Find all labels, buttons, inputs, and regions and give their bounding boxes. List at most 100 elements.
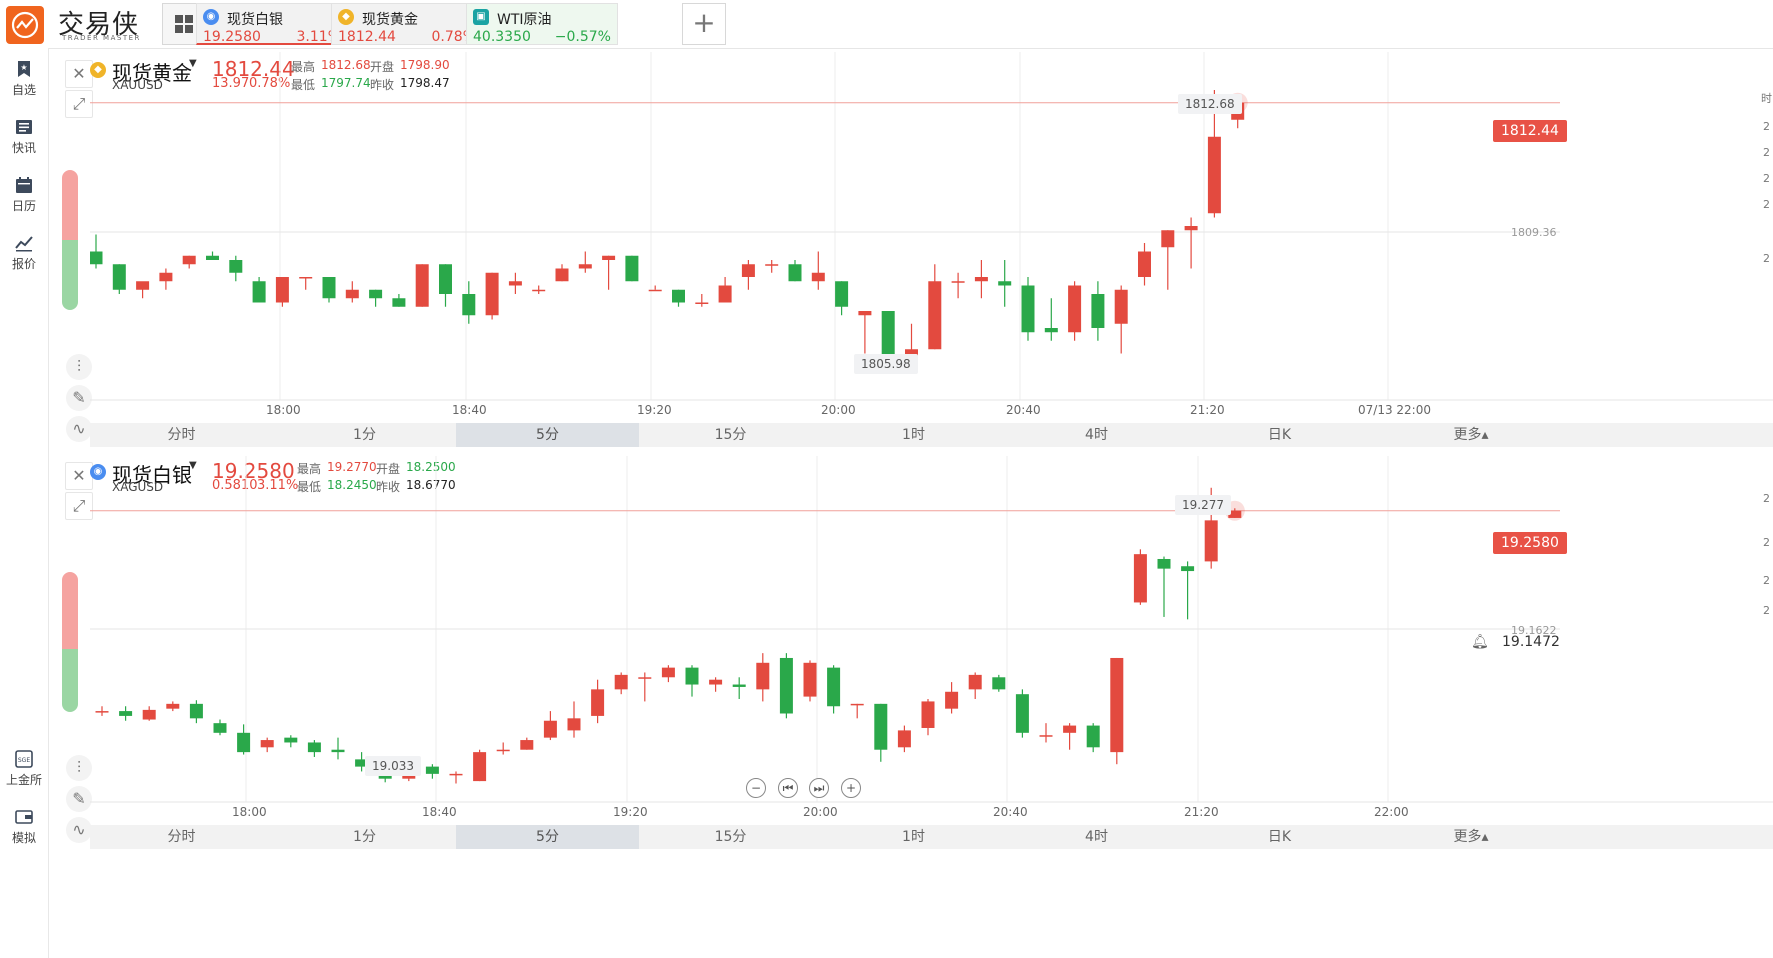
close-chart-button[interactable]: ✕ — [65, 462, 93, 490]
skip-back-icon: ⏮︎ — [782, 781, 794, 795]
nav-item-quotes[interactable]: 报价 — [0, 234, 48, 272]
nav-item-news[interactable]: 快讯 — [0, 118, 48, 156]
caret-down-icon[interactable]: ▼ — [189, 58, 197, 69]
candle — [90, 251, 103, 265]
candle — [811, 272, 825, 282]
tf-tick[interactable]: 分时 — [167, 427, 196, 443]
draw-tool-button[interactable]: ✎ — [66, 385, 92, 411]
tab-gold[interactable]: ◆ 现货黄金 1812.44 0.78% — [331, 3, 483, 45]
tf-4h[interactable]: 4时 — [1085, 427, 1108, 443]
candle — [718, 285, 732, 303]
tf-day[interactable]: 日K — [1267, 829, 1292, 845]
axis-ref-label: 1809.36 — [1511, 226, 1557, 239]
nav-item-sge[interactable]: SGE 上金所 — [0, 750, 48, 788]
gold-coin-icon: ◆ — [338, 9, 354, 25]
tf-5m[interactable]: 5分 — [456, 825, 639, 849]
candle — [827, 667, 841, 707]
candle — [614, 674, 628, 690]
symbol-name[interactable]: 现货黄金 — [112, 61, 192, 85]
buy-sell-ratio-bar — [62, 170, 78, 310]
quote-line-icon — [15, 236, 33, 252]
symbol-name[interactable]: 现货白银 — [112, 463, 192, 487]
open-value: 18.2500 — [406, 460, 456, 474]
chart-type-button[interactable]: ∿ — [66, 416, 92, 442]
candle — [1044, 328, 1058, 333]
pencil-icon: ✎ — [72, 789, 86, 808]
axis-ref-label: 19.1622 — [1511, 624, 1557, 637]
candle — [449, 773, 463, 776]
x-tick: 18:00 — [232, 805, 267, 819]
tf-tick[interactable]: 分时 — [167, 829, 196, 845]
tf-1h[interactable]: 1时 — [902, 829, 925, 845]
candle — [672, 289, 685, 303]
candle — [625, 255, 639, 282]
tab-silver[interactable]: ◉ 现货白银 19.2580 3.11% — [196, 3, 348, 45]
chart-type-button[interactable]: ∿ — [66, 817, 92, 843]
current-price-tag: 19.2580 — [1493, 532, 1567, 554]
candle — [142, 709, 156, 720]
nav-item-watchlist[interactable]: ★ 自选 — [0, 60, 48, 98]
scroll-start-button[interactable]: ⏮︎ — [778, 778, 798, 798]
tf-1m[interactable]: 1分 — [353, 427, 376, 443]
alarm-price[interactable]: 19.1472 — [1502, 634, 1560, 650]
nav-item-calendar[interactable]: 日历 — [0, 176, 48, 214]
nav-item-demo[interactable]: 模拟 — [0, 808, 48, 846]
candle — [732, 684, 746, 687]
candle — [508, 281, 522, 286]
change-abs: 13.97 — [212, 76, 250, 91]
candle — [415, 264, 429, 307]
draw-tool-button[interactable]: ✎ — [66, 786, 92, 812]
x-tick: 18:40 — [422, 805, 457, 819]
expand-icon: ⤢ — [72, 94, 86, 113]
candle — [1114, 289, 1128, 324]
tf-15m[interactable]: 15分 — [714, 829, 747, 845]
tf-1h[interactable]: 1时 — [902, 427, 925, 443]
tf-5m[interactable]: 5分 — [456, 423, 639, 447]
candle-indicator-icon: ⫶ — [76, 357, 81, 376]
expand-chart-button[interactable]: ⤢ — [65, 492, 93, 520]
candle — [355, 759, 369, 767]
zoom-in-button[interactable]: + — [841, 778, 861, 798]
tf-more[interactable]: 更多▴ — [1453, 829, 1489, 845]
x-tick: 19:20 — [613, 805, 648, 819]
candle — [974, 277, 988, 282]
candle — [874, 703, 888, 750]
symbol-code: XAUUSD — [112, 78, 163, 92]
indicator-button[interactable]: ⫶ — [66, 354, 92, 380]
tf-day[interactable]: 日K — [1267, 427, 1292, 443]
add-tab-button[interactable]: + — [682, 3, 726, 45]
candle — [166, 703, 180, 709]
open-value: 1798.90 — [400, 58, 450, 72]
candle — [1086, 725, 1100, 748]
symbol-code: XAGUSD — [112, 480, 164, 494]
line-wave-icon: ∿ — [72, 419, 86, 438]
tf-4h[interactable]: 4时 — [1085, 829, 1108, 845]
tab-wti-oil[interactable]: ▣ WTI原油 40.3350 −0.57% — [466, 3, 618, 45]
candle — [1161, 230, 1175, 248]
x-tick: 22:00 — [1374, 805, 1409, 819]
logo-subtitle: TRADER MASTER — [62, 34, 141, 42]
max-price-bubble: 1812.68 — [1178, 94, 1242, 114]
candle — [299, 277, 313, 279]
candle — [229, 260, 243, 273]
x-tick: 20:40 — [1006, 403, 1041, 417]
candle — [213, 723, 227, 733]
scroll-end-button[interactable]: ⏭︎ — [809, 778, 829, 798]
expand-chart-button[interactable]: ⤢ — [65, 90, 93, 118]
candle — [392, 298, 406, 307]
candle — [496, 749, 510, 752]
tf-more[interactable]: 更多▴ — [1453, 427, 1489, 443]
zoom-out-button[interactable]: − — [746, 778, 766, 798]
tf-15m[interactable]: 15分 — [714, 427, 747, 443]
tf-1m[interactable]: 1分 — [353, 829, 376, 845]
bell-icon[interactable]: 🔔︎ — [1471, 634, 1489, 650]
candle — [532, 289, 546, 292]
silver-chart-panel: ✕ ⤢ ◉ 现货白银 ▼ XAGUSD 19.2580 0.5810 3.11%… — [56, 456, 1773, 958]
bookmark-star-icon: ★ — [18, 61, 30, 77]
low-value: 1797.74 — [321, 76, 371, 90]
close-chart-button[interactable]: ✕ — [65, 60, 93, 88]
x-tick: 20:00 — [803, 805, 838, 819]
plus-icon: + — [845, 781, 857, 795]
caret-down-icon[interactable]: ▼ — [189, 460, 197, 471]
indicator-button[interactable]: ⫶ — [66, 755, 92, 781]
